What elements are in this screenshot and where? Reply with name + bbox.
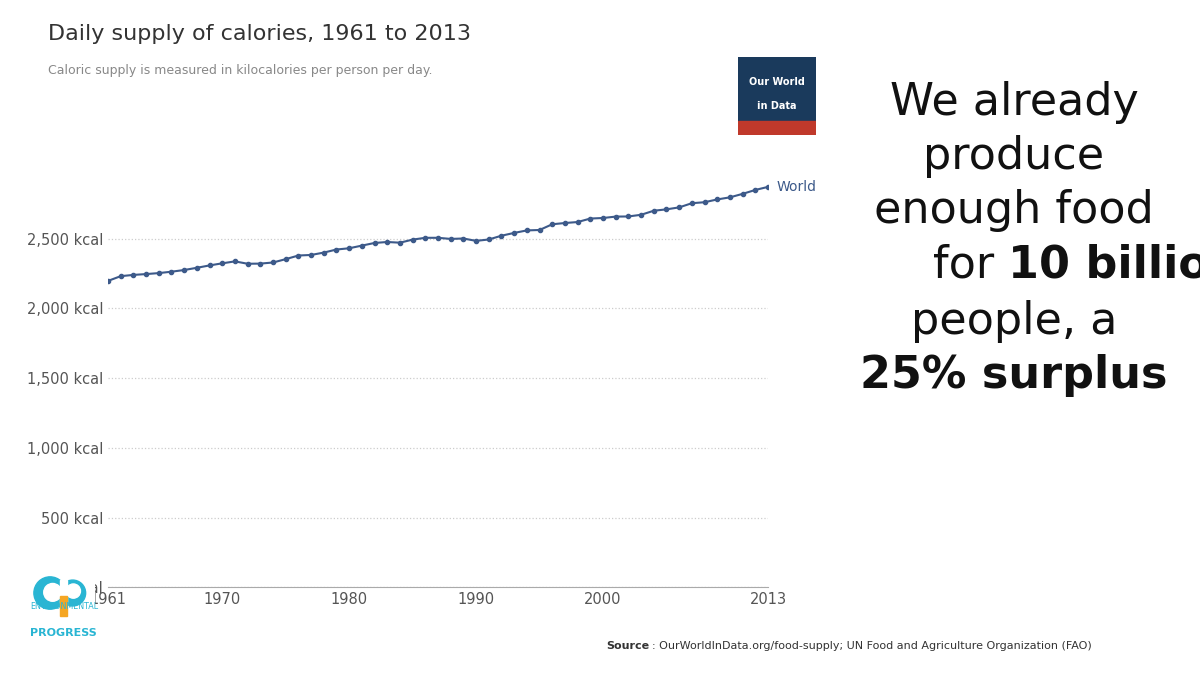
Text: Daily supply of calories, 1961 to 2013: Daily supply of calories, 1961 to 2013 [48,24,470,44]
Bar [738,121,816,135]
Bar [60,596,67,616]
Text: produce: produce [924,135,1104,178]
Circle shape [60,580,85,606]
Text: ENVIRONMENTAL: ENVIRONMENTAL [30,602,98,611]
Circle shape [34,577,66,609]
Bar [49,591,68,595]
Text: Caloric supply is measured in kilocalories per person per day.: Caloric supply is measured in kilocalori… [48,64,432,77]
Text: 10 billion: 10 billion [1008,243,1200,286]
Text: World: World [776,180,816,194]
Text: : OurWorldInData.org/food-supply; UN Food and Agriculture Organization (FAO): : OurWorldInData.org/food-supply; UN Foo… [652,641,1091,651]
Text: in Data: in Data [757,101,797,111]
Text: for: for [932,243,1008,286]
Circle shape [66,584,80,598]
Text: 25% surplus: 25% surplus [860,354,1168,398]
Text: Source: Source [606,641,649,651]
Text: PROGRESS: PROGRESS [30,628,97,638]
Text: Our World: Our World [749,77,805,87]
Text: We already: We already [889,81,1139,124]
Bar [60,580,67,606]
Circle shape [43,583,61,601]
Text: enough food: enough food [874,189,1154,232]
Text: people, a: people, a [911,300,1117,344]
